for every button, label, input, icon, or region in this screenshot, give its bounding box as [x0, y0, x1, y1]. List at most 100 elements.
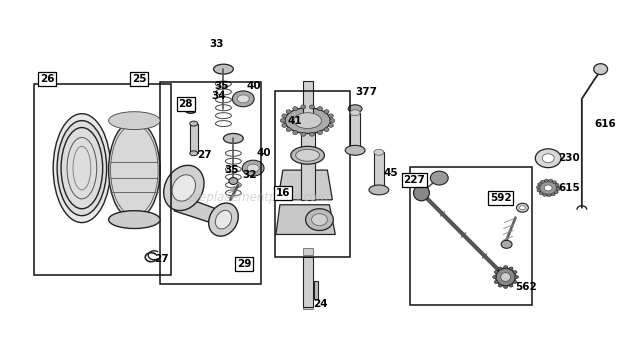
- Bar: [314, 281, 319, 299]
- Ellipse shape: [551, 193, 555, 196]
- Text: 35: 35: [224, 165, 239, 175]
- Text: 27: 27: [197, 150, 211, 160]
- Ellipse shape: [498, 267, 502, 270]
- Ellipse shape: [213, 64, 233, 74]
- Text: ereplacementparts.com: ereplacementparts.com: [188, 191, 329, 204]
- Bar: [374, 152, 384, 190]
- Text: 32: 32: [242, 170, 257, 180]
- Ellipse shape: [538, 180, 558, 195]
- Bar: [303, 257, 312, 264]
- Ellipse shape: [515, 276, 518, 278]
- Ellipse shape: [324, 127, 329, 131]
- Ellipse shape: [536, 186, 540, 189]
- Bar: [160, 82, 261, 284]
- Bar: [303, 293, 312, 300]
- Ellipse shape: [513, 270, 517, 274]
- Ellipse shape: [108, 112, 160, 130]
- Text: 28: 28: [179, 99, 193, 109]
- Ellipse shape: [172, 175, 195, 201]
- Ellipse shape: [223, 134, 243, 143]
- Ellipse shape: [61, 127, 103, 209]
- Polygon shape: [276, 205, 335, 234]
- Ellipse shape: [294, 113, 321, 129]
- Bar: [350, 113, 360, 150]
- Ellipse shape: [496, 268, 515, 286]
- Ellipse shape: [549, 179, 552, 182]
- Ellipse shape: [544, 185, 552, 191]
- Bar: [301, 121, 314, 200]
- Text: 25: 25: [132, 74, 146, 84]
- Text: 41: 41: [288, 115, 303, 126]
- Text: 24: 24: [313, 299, 328, 309]
- Ellipse shape: [229, 178, 238, 184]
- Text: 33: 33: [210, 39, 224, 49]
- Ellipse shape: [538, 183, 542, 186]
- Ellipse shape: [494, 270, 498, 274]
- Text: 562: 562: [515, 282, 538, 292]
- Ellipse shape: [329, 123, 334, 127]
- Ellipse shape: [301, 132, 306, 136]
- Ellipse shape: [537, 189, 541, 192]
- Ellipse shape: [293, 107, 298, 111]
- Ellipse shape: [556, 187, 560, 189]
- Bar: [190, 123, 198, 153]
- Text: 615: 615: [558, 183, 580, 193]
- Ellipse shape: [556, 188, 560, 191]
- Ellipse shape: [345, 145, 365, 155]
- Ellipse shape: [190, 121, 198, 126]
- Ellipse shape: [329, 114, 334, 118]
- Text: 616: 616: [595, 119, 616, 129]
- Ellipse shape: [348, 105, 362, 113]
- Text: 29: 29: [237, 259, 252, 269]
- Ellipse shape: [108, 211, 160, 229]
- Text: 377: 377: [355, 87, 377, 97]
- Text: 40: 40: [256, 148, 271, 158]
- Ellipse shape: [547, 194, 551, 197]
- Ellipse shape: [535, 149, 561, 168]
- Ellipse shape: [350, 110, 360, 116]
- Text: 16: 16: [276, 188, 290, 198]
- Ellipse shape: [247, 164, 259, 172]
- Ellipse shape: [286, 110, 291, 114]
- Ellipse shape: [190, 151, 198, 156]
- Bar: [303, 284, 312, 291]
- Text: 27: 27: [154, 254, 169, 264]
- Ellipse shape: [414, 185, 430, 201]
- Ellipse shape: [280, 119, 285, 123]
- Ellipse shape: [309, 132, 314, 136]
- Ellipse shape: [493, 276, 497, 278]
- Text: 227: 227: [404, 175, 425, 185]
- Ellipse shape: [309, 105, 314, 109]
- Ellipse shape: [57, 121, 107, 216]
- Ellipse shape: [317, 131, 322, 135]
- Ellipse shape: [108, 121, 160, 220]
- Ellipse shape: [544, 179, 549, 182]
- Ellipse shape: [282, 123, 287, 127]
- Ellipse shape: [164, 165, 204, 211]
- Text: 35: 35: [215, 81, 229, 91]
- Ellipse shape: [242, 160, 264, 176]
- Ellipse shape: [520, 206, 525, 210]
- Ellipse shape: [291, 146, 324, 164]
- Ellipse shape: [312, 214, 327, 225]
- Ellipse shape: [552, 181, 557, 184]
- Ellipse shape: [509, 284, 513, 287]
- Bar: [303, 266, 312, 273]
- Ellipse shape: [317, 107, 322, 111]
- Bar: [410, 167, 533, 305]
- Ellipse shape: [209, 203, 238, 236]
- Bar: [34, 84, 171, 275]
- Ellipse shape: [286, 127, 291, 131]
- Ellipse shape: [296, 149, 319, 161]
- Ellipse shape: [282, 114, 287, 118]
- Ellipse shape: [555, 183, 559, 186]
- Ellipse shape: [513, 281, 517, 284]
- Ellipse shape: [374, 149, 384, 155]
- Text: 230: 230: [558, 153, 580, 163]
- Ellipse shape: [501, 273, 510, 281]
- Bar: [303, 275, 312, 282]
- Ellipse shape: [554, 191, 558, 194]
- Ellipse shape: [542, 193, 547, 196]
- Ellipse shape: [369, 185, 389, 195]
- Ellipse shape: [430, 171, 448, 185]
